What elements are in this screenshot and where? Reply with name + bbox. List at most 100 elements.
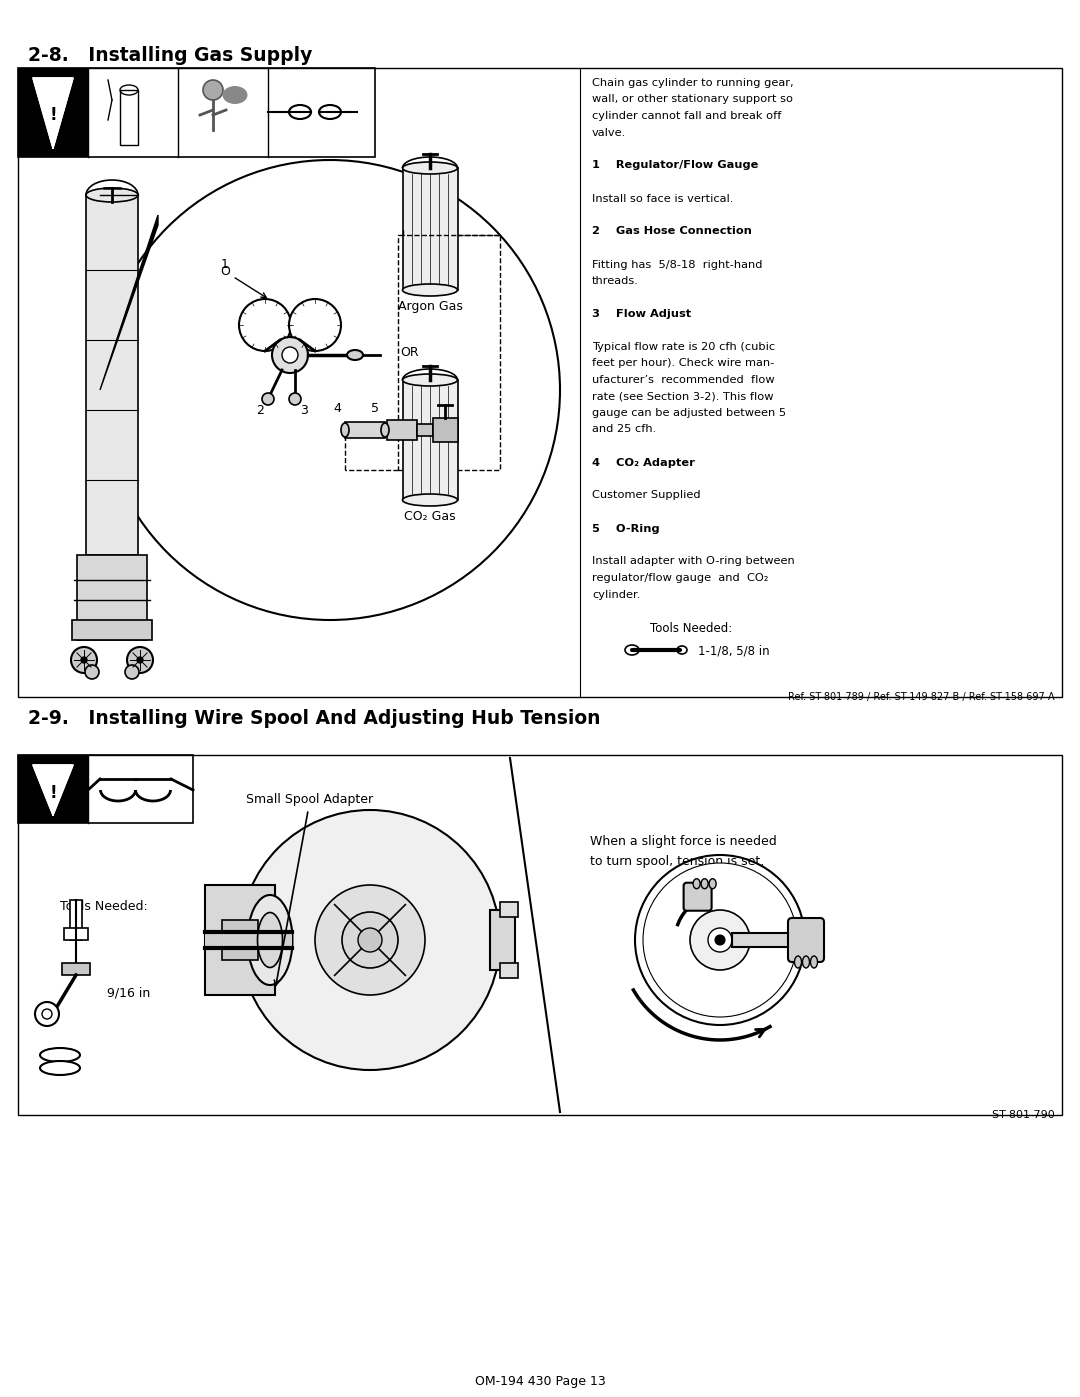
- Circle shape: [357, 928, 382, 951]
- Ellipse shape: [247, 895, 293, 985]
- Text: Ref. ST-801 789 / Ref. ST-149 827-B / Ref. ST-158 697-A: Ref. ST-801 789 / Ref. ST-149 827-B / Re…: [788, 692, 1055, 703]
- Text: 1    Regulator/Flow Gauge: 1 Regulator/Flow Gauge: [592, 161, 758, 170]
- Text: cylinder.: cylinder.: [592, 590, 640, 599]
- Text: ST-801 790: ST-801 790: [993, 1111, 1055, 1120]
- Text: !: !: [50, 106, 57, 124]
- Circle shape: [100, 161, 561, 620]
- Circle shape: [71, 647, 97, 673]
- Ellipse shape: [795, 956, 801, 968]
- Circle shape: [240, 810, 500, 1070]
- Bar: [500, 902, 518, 916]
- Text: 2: 2: [256, 404, 264, 416]
- Ellipse shape: [810, 956, 818, 968]
- Text: 2-9.   Installing Wire Spool And Adjusting Hub Tension: 2-9. Installing Wire Spool And Adjusting…: [28, 710, 600, 728]
- Bar: [62, 963, 90, 975]
- Text: Fitting has  5/8-18  right-hand: Fitting has 5/8-18 right-hand: [592, 260, 762, 270]
- Bar: [18, 68, 375, 156]
- Circle shape: [315, 886, 426, 995]
- FancyBboxPatch shape: [788, 918, 824, 963]
- Text: Argon Gas: Argon Gas: [397, 300, 462, 313]
- Bar: [345, 422, 384, 439]
- Text: Tools Needed:: Tools Needed:: [60, 900, 148, 914]
- Bar: [18, 754, 193, 823]
- Polygon shape: [33, 78, 73, 148]
- Ellipse shape: [347, 351, 363, 360]
- FancyBboxPatch shape: [684, 883, 712, 911]
- Text: 3    Flow Adjust: 3 Flow Adjust: [592, 309, 691, 319]
- Text: !: !: [50, 784, 57, 802]
- Text: Customer Supplied: Customer Supplied: [592, 490, 701, 500]
- Text: 1: 1: [221, 258, 229, 271]
- Bar: [70, 900, 82, 940]
- Text: 2    Gas Hose Connection: 2 Gas Hose Connection: [592, 226, 752, 236]
- Circle shape: [635, 855, 805, 1025]
- Circle shape: [272, 337, 308, 373]
- Ellipse shape: [802, 956, 810, 968]
- Ellipse shape: [222, 87, 247, 103]
- Ellipse shape: [403, 495, 458, 506]
- Text: Typical flow rate is 20 cfh (cubic: Typical flow rate is 20 cfh (cubic: [592, 342, 775, 352]
- Ellipse shape: [341, 423, 349, 437]
- Bar: [205, 886, 275, 995]
- Text: regulator/flow gauge  and  CO₂: regulator/flow gauge and CO₂: [592, 573, 768, 583]
- Circle shape: [715, 935, 725, 944]
- Text: Tools Needed:: Tools Needed:: [650, 622, 732, 636]
- Polygon shape: [33, 766, 73, 814]
- Text: gauge can be adjusted between 5: gauge can be adjusted between 5: [592, 408, 786, 418]
- Ellipse shape: [381, 423, 389, 437]
- Ellipse shape: [693, 879, 700, 888]
- Circle shape: [342, 912, 399, 968]
- Circle shape: [137, 657, 143, 664]
- Text: Install so face is vertical.: Install so face is vertical.: [592, 194, 733, 204]
- Bar: [399, 235, 500, 469]
- Circle shape: [643, 863, 797, 1017]
- Bar: [387, 420, 417, 440]
- Polygon shape: [100, 215, 158, 390]
- Circle shape: [289, 299, 341, 351]
- Text: CO₂ Gas: CO₂ Gas: [404, 510, 456, 522]
- Text: 5: 5: [372, 401, 379, 415]
- Bar: [18, 754, 1062, 1115]
- Bar: [417, 425, 433, 436]
- Circle shape: [125, 665, 139, 679]
- Ellipse shape: [403, 162, 458, 175]
- Bar: [433, 418, 458, 441]
- Text: 5    O-Ring: 5 O-Ring: [592, 524, 660, 534]
- Circle shape: [127, 647, 153, 673]
- Ellipse shape: [403, 284, 458, 296]
- Text: feet per hour). Check wire man-: feet per hour). Check wire man-: [592, 359, 774, 369]
- Text: 4    CO₂ Adapter: 4 CO₂ Adapter: [592, 457, 694, 468]
- Bar: [403, 168, 458, 291]
- Circle shape: [282, 346, 298, 363]
- Bar: [18, 68, 87, 156]
- Circle shape: [262, 393, 274, 405]
- Ellipse shape: [701, 879, 708, 888]
- Text: threads.: threads.: [592, 277, 639, 286]
- Text: 9/16 in: 9/16 in: [107, 986, 150, 999]
- Bar: [18, 68, 1062, 697]
- Text: and 25 cfh.: and 25 cfh.: [592, 425, 657, 434]
- Text: Install adapter with O-ring between: Install adapter with O-ring between: [592, 556, 795, 567]
- Ellipse shape: [710, 879, 716, 888]
- Text: wall, or other stationary support so: wall, or other stationary support so: [592, 95, 793, 105]
- Ellipse shape: [403, 374, 458, 386]
- Bar: [77, 555, 147, 640]
- Circle shape: [81, 657, 87, 664]
- Bar: [120, 89, 138, 145]
- Text: 1-1/8, 5/8 in: 1-1/8, 5/8 in: [698, 644, 770, 657]
- Circle shape: [289, 393, 301, 405]
- Circle shape: [85, 665, 99, 679]
- Ellipse shape: [40, 1048, 80, 1062]
- Bar: [205, 932, 292, 949]
- Bar: [64, 928, 87, 940]
- Text: 3: 3: [300, 404, 308, 416]
- Bar: [490, 909, 515, 970]
- Text: valve.: valve.: [592, 127, 626, 137]
- Text: to turn spool, tension is set.: to turn spool, tension is set.: [590, 855, 765, 868]
- Circle shape: [203, 80, 222, 101]
- Text: cylinder cannot fall and break off: cylinder cannot fall and break off: [592, 110, 781, 122]
- Text: 4: 4: [333, 401, 341, 415]
- Bar: [72, 620, 152, 640]
- Text: ufacturer’s  recommended  flow: ufacturer’s recommended flow: [592, 374, 774, 386]
- Bar: [222, 921, 258, 960]
